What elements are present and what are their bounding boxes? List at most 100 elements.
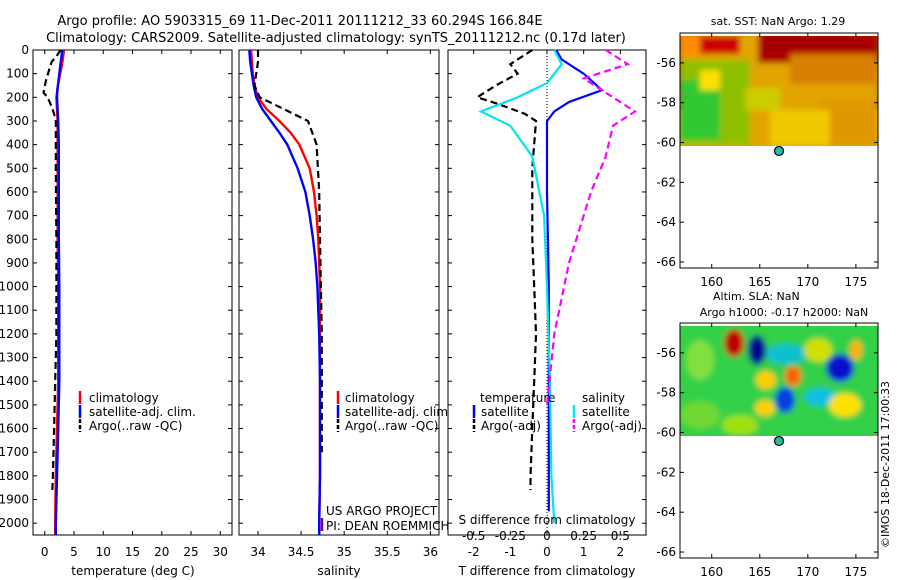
sst-map-field xyxy=(680,36,878,146)
x-tick-label: 35 xyxy=(337,545,352,559)
y-tick-label: 1900 xyxy=(0,493,29,507)
salinity-xlabel: salinity xyxy=(317,564,360,578)
salinity-x-ticks: 34 34.5 35 35.5 36 xyxy=(250,50,438,559)
map-y-tick-label: -56 xyxy=(656,56,676,70)
s-tick-label: 0.25 xyxy=(570,529,597,543)
sla-map-title: Altim. SLA: NaN xyxy=(713,290,800,303)
difference-legend: temperature satellite Argo(-adj) salinit… xyxy=(472,391,642,433)
salinity-legend: climatology satellite-adj. clim. Argo(..… xyxy=(336,391,452,433)
sla-argo-marker xyxy=(773,435,785,447)
credit-pi: PI: DEAN ROEMMICH xyxy=(326,519,449,533)
s-tick-label: 0 xyxy=(543,529,551,543)
map-y-tick-label: -64 xyxy=(656,505,676,519)
map-y-tick-label: -62 xyxy=(656,465,676,479)
map-x-tick-label: 170 xyxy=(796,565,819,579)
salinity-legend-climatology: climatology xyxy=(345,391,415,405)
y-tick-label: 500 xyxy=(6,161,29,175)
figure-title-line1: Argo profile: AO 5903315_69 11-Dec-2011 … xyxy=(57,14,542,29)
map-x-tick-label: 160 xyxy=(700,275,723,289)
y-tick-label: 1600 xyxy=(0,422,29,436)
salinity-axes-box xyxy=(238,49,440,536)
difference-legend-s-sat: satellite xyxy=(582,405,630,419)
x-tick-label: -1 xyxy=(504,545,516,559)
salinity-legend-satellite: satellite-adj. clim. xyxy=(345,405,452,419)
temperature-series xyxy=(42,49,66,535)
salinity-y-ticks xyxy=(239,49,439,524)
temperature-legend-satellite: satellite-adj. clim. xyxy=(89,405,196,419)
x-tick-label: 35.5 xyxy=(374,545,401,559)
sst-map-panel: sat. SST: NaN Argo: 1.29 160 165 170 175 -56… xyxy=(656,15,879,289)
sla-map-panel: Altim. SLA: NaN Argo h1000: -0.17 h2000:… xyxy=(656,290,879,579)
difference-legend-t-title: temperature xyxy=(480,391,555,405)
timestamp: ©IMOS 18-Dec-2011 17:00:33 xyxy=(879,381,892,548)
y-tick-label: 2000 xyxy=(0,516,29,530)
x-tick-label: 25 xyxy=(183,545,198,559)
x-tick-label: 20 xyxy=(154,545,169,559)
sst-map-frame xyxy=(679,32,879,269)
difference-series xyxy=(474,49,638,524)
y-tick-label: 400 xyxy=(6,138,29,152)
map-x-tick-label: 175 xyxy=(844,565,867,579)
y-tick-label: 1300 xyxy=(0,351,29,365)
sst-argo-marker xyxy=(773,145,785,157)
y-tick-label: 1700 xyxy=(0,445,29,459)
map-x-tick-label: 165 xyxy=(748,275,771,289)
y-tick-label: 1200 xyxy=(0,327,29,341)
x-tick-label: 10 xyxy=(96,545,111,559)
s-tick-label: 0.5 xyxy=(611,529,630,543)
y-tick-label: 200 xyxy=(6,90,29,104)
s-tick-label: -0.25 xyxy=(495,529,526,543)
y-tick-label: 1100 xyxy=(0,303,29,317)
difference-legend-t-sat: satellite xyxy=(481,405,529,419)
map-y-tick-label: -62 xyxy=(656,175,676,189)
y-tick-label: 1000 xyxy=(0,280,29,294)
y-tick-label: 0 xyxy=(21,43,29,57)
map-x-tick-label: 175 xyxy=(844,275,867,289)
s-tick-label: -0.5 xyxy=(462,529,485,543)
difference-xlabel-top: S difference from climatology xyxy=(459,513,636,527)
difference-x-ticks: -2 -1 0 1 2 -0.5 -0.25 0 0.25 0.5 xyxy=(448,49,646,559)
temperature-axes-box xyxy=(32,49,233,536)
sla-map-field xyxy=(680,326,878,436)
credit-project: US ARGO PROJECT xyxy=(326,504,438,518)
sla-map-subtitle: Argo h1000: -0.17 h2000: NaN xyxy=(700,306,869,319)
sla-map-frame xyxy=(679,322,879,559)
map-y-tick-label: -64 xyxy=(656,215,676,229)
sst-map-ticks: 160 165 170 175 -56 -58 -60 -62 -64 -66 xyxy=(656,33,878,289)
map-y-tick-label: -58 xyxy=(656,96,676,110)
x-tick-label: -2 xyxy=(468,545,480,559)
salinity-panel: 34 34.5 35 35.5 36 salinity climatology sate… xyxy=(238,49,452,578)
x-tick-label: 30 xyxy=(213,545,228,559)
sla-map-ticks: 160 165 170 175 -56 -58 -60 -62 -64 -66 xyxy=(656,323,878,579)
difference-xlabel: T difference from climatology xyxy=(458,564,636,578)
map-y-tick-label: -58 xyxy=(656,386,676,400)
temperature-panel: 0100200300400500600700800900100011001200… xyxy=(0,43,233,578)
temperature-x-ticks: 0 5 10 15 20 25 30 xyxy=(41,50,228,559)
temperature-series-argo-raw-qc- xyxy=(42,49,62,491)
map-x-tick-label: 165 xyxy=(748,565,771,579)
map-y-tick-label: -66 xyxy=(656,255,676,269)
map-y-tick-label: -60 xyxy=(656,136,676,150)
difference-legend-s-argo: Argo(-adj) xyxy=(582,419,642,433)
y-tick-label: 600 xyxy=(6,185,29,199)
y-tick-label: 900 xyxy=(6,256,29,270)
map-x-tick-label: 170 xyxy=(796,275,819,289)
y-tick-label: 800 xyxy=(6,232,29,246)
difference-series-temperature-argo-adj- xyxy=(474,49,538,490)
map-y-tick-label: -56 xyxy=(656,346,676,360)
y-tick-label: 300 xyxy=(6,114,29,128)
y-tick-label: 1500 xyxy=(0,398,29,412)
difference-series-salinity-argo-adj- xyxy=(545,49,638,406)
difference-legend-t-argo: Argo(-adj) xyxy=(481,419,541,433)
temperature-legend-argo: Argo(..raw -QC) xyxy=(89,419,182,433)
temperature-legend-climatology: climatology xyxy=(89,391,159,405)
temperature-series-satellite-adj-clim- xyxy=(54,49,64,535)
y-tick-label: 100 xyxy=(6,67,29,81)
salinity-series-satellite-adj-clim- xyxy=(248,49,322,535)
salinity-series-argo-raw-qc- xyxy=(253,50,323,453)
x-tick-label: 15 xyxy=(125,545,140,559)
temperature-y-ticks: 0 100 200 300 400 500 600 700 800 900 1000 1100 1200… xyxy=(0,43,232,530)
x-tick-label: 34 xyxy=(250,545,265,559)
map-y-tick-label: -60 xyxy=(656,426,676,440)
